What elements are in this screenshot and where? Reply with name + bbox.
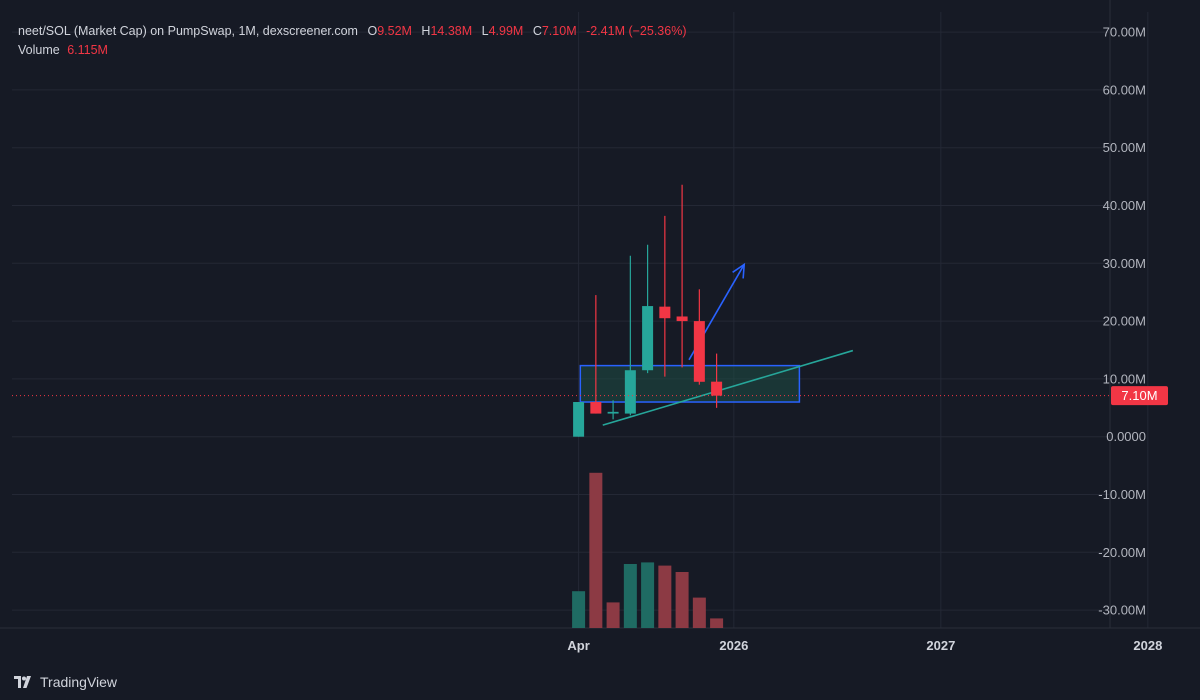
candle-body [711,381,723,396]
low-key: L [481,24,489,38]
volume-bar [606,602,620,628]
price-tick-label: 30.00M [1103,256,1146,271]
brand-label: TradingView [40,674,118,690]
candle-body [659,306,671,319]
low-value: 4.99M [488,24,524,38]
trendline [602,349,854,426]
candle-body [590,402,602,414]
candle-body [624,370,636,414]
price-tick-label: 60.00M [1103,82,1146,97]
candle-body [676,316,688,322]
volume-bar [675,572,689,628]
volume-value: 6.115M [67,43,108,57]
footer: TradingView [0,662,1200,700]
volume-bar [710,618,724,628]
price-tick-label: -10.00M [1098,487,1146,502]
open-key: O [367,24,378,38]
chart-legend: neet/SOL (Market Cap) on PumpSwap, 1M, d… [18,22,687,60]
price-tick-label: -20.00M [1098,545,1146,560]
candle-body [573,402,585,437]
symbol-title[interactable]: neet/SOL (Market Cap) on PumpSwap, 1M, d… [18,24,358,38]
volume-label: Volume [18,43,60,57]
price-tick-label: 70.00M [1103,25,1146,40]
volume-bar [692,597,706,628]
close-value: 7.10M [541,24,577,38]
volume-bar [641,562,655,628]
time-axis[interactable]: Apr 2026 2027 2028 [567,638,1162,653]
last-price-label: 7.10M [1121,388,1157,403]
rectangle-zone[interactable] [579,364,801,403]
volume-row: Volume 6.115M [18,41,687,60]
open-value: 9.52M [377,24,412,38]
arrow-head [732,262,746,279]
candle-body [693,321,705,382]
close-key: C [532,24,542,38]
price-tick-label: 50.00M [1103,140,1146,155]
volume-series [572,472,724,628]
last-price-badge [1111,386,1168,406]
time-tick-label: 2027 [926,638,955,653]
time-tick-label: Apr [567,638,589,653]
candle-body [607,411,619,414]
high-key: H [421,24,431,38]
volume-bar [623,564,637,628]
price-tick-label: 0.0000 [1106,429,1146,444]
time-tick-label: 2026 [719,638,748,653]
price-tick-label: 40.00M [1103,198,1146,213]
candle-body [642,306,654,371]
ohlc-row: neet/SOL (Market Cap) on PumpSwap, 1M, d… [18,22,687,41]
price-tick-label: -30.00M [1098,603,1146,618]
volume-bar [658,565,672,628]
price-tick-label: 10.00M [1103,371,1146,386]
volume-bar [589,472,603,628]
price-axis[interactable]: 70.00M 60.00M 50.00M 40.00M 30.00M 20.00M 10.0… [1098,25,1168,618]
tradingview-logo-icon [14,676,31,688]
change-value: -2.41M (−25.36%) [586,24,687,38]
candlestick-series [573,184,723,437]
high-value: 14.38M [430,24,473,38]
price-tick-label: 20.00M [1103,314,1146,329]
zone-rectangle [579,364,801,403]
tradingview-brand[interactable]: TradingView [14,674,117,690]
volume-bar [572,591,586,628]
time-tick-label: 2028 [1133,638,1162,653]
